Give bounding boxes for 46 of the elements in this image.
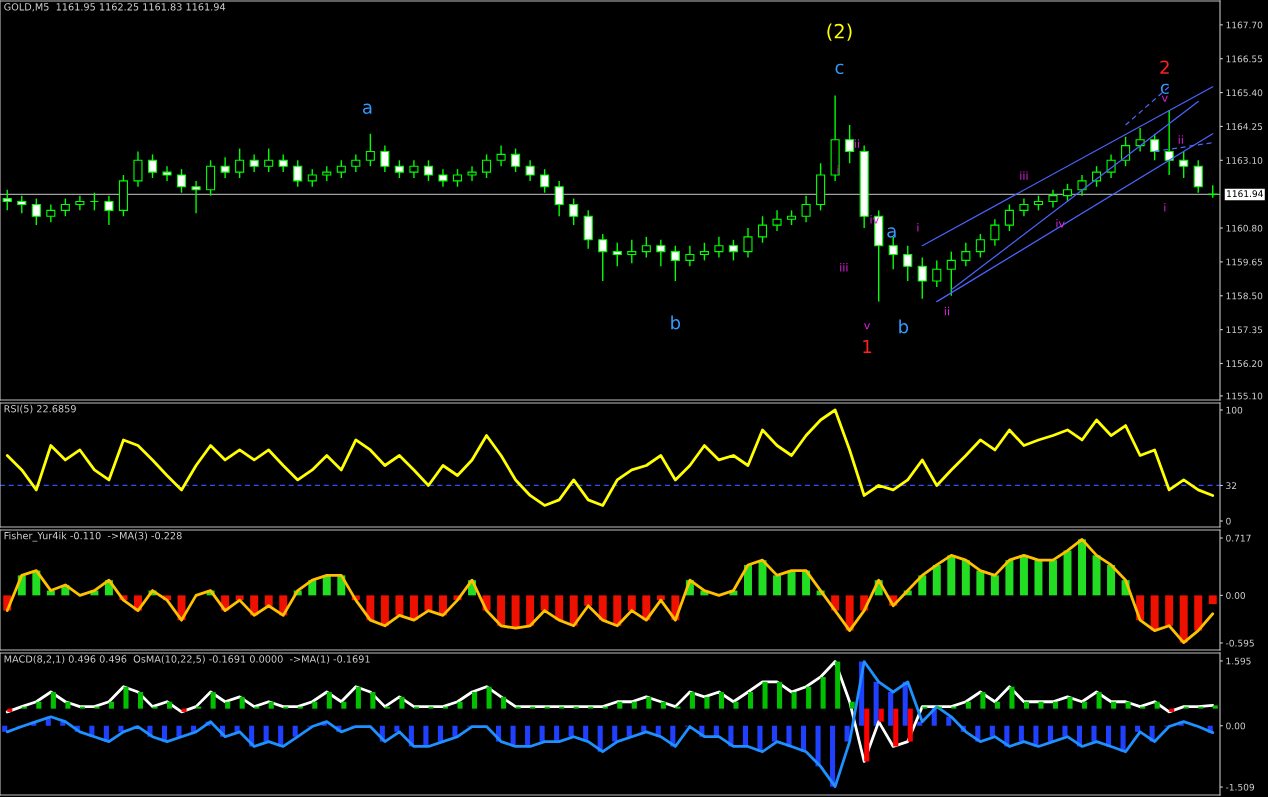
annotation: i [837, 165, 839, 174]
annotation: i [1164, 203, 1166, 212]
y-tick-label: 1.595 [1226, 657, 1251, 665]
chart-title: GOLD,M5 1161.95 1162.25 1161.83 1161.94 [4, 3, 226, 12]
y-tick-label: 1160.80 [1226, 224, 1263, 232]
annotation: (2) [827, 23, 852, 41]
chart-title: RSI(5) 22.6859 [4, 404, 76, 414]
y-tick-label: 0 [1226, 517, 1231, 525]
annotation: 1 [863, 339, 872, 354]
annotation: a [887, 227, 896, 238]
annotation: iv [1056, 219, 1065, 228]
y-tick-label: 0.717 [1226, 534, 1251, 542]
annotation: v [1161, 95, 1168, 102]
y-tick-label: 1163.10 [1226, 157, 1263, 164]
y-tick-label: 100 [1226, 406, 1243, 414]
annotation: b [899, 319, 909, 334]
annotation: 2 [1160, 60, 1169, 74]
y-tick-label: 0.00 [1226, 592, 1246, 599]
y-tick-label: 1156.20 [1226, 360, 1263, 368]
chart-title: Fisher_Yur4ik -0.110 ->MA(3) -0.228 [4, 531, 182, 542]
chart-title: MACD(8,2,1) 0.496 0.496 OsMA(10,22,5) -0.1691 0.0000 ->MA(1) -0.1691 [4, 655, 370, 664]
annotation: iii [840, 262, 848, 272]
y-tick-label: -1.509 [1226, 783, 1255, 791]
y-tick-label: 1159.65 [1226, 258, 1263, 266]
annotation: a [363, 103, 372, 114]
y-tick-label: -0.595 [1226, 639, 1254, 647]
annotation: i [917, 223, 919, 232]
y-tick-label: 1158.50 [1226, 292, 1263, 300]
y-tick-label: 1155.10 [1226, 392, 1263, 400]
y-tick-label: 0.00 [1226, 722, 1246, 730]
annotation: c [835, 63, 844, 75]
annotation: b [671, 315, 681, 330]
y-tick-label: 1165.40 [1226, 89, 1263, 97]
y-tick-label: 1157.35 [1226, 326, 1263, 334]
y-tick-label: 1164.25 [1226, 123, 1263, 130]
annotation: iii [1020, 171, 1028, 180]
y-tick-label: 1167.70 [1226, 21, 1263, 29]
annotation: iv [870, 215, 879, 224]
annotation: ii [1178, 135, 1183, 144]
y-tick-label: 1166.55 [1226, 55, 1263, 63]
annotation: ii [944, 306, 949, 316]
y-tick-label: 32 [1226, 482, 1237, 490]
ref-line-label: 1161.94 [1227, 190, 1263, 198]
annotation: ii [854, 139, 859, 148]
annotation: v [864, 323, 871, 330]
annotation: c [1160, 83, 1169, 95]
